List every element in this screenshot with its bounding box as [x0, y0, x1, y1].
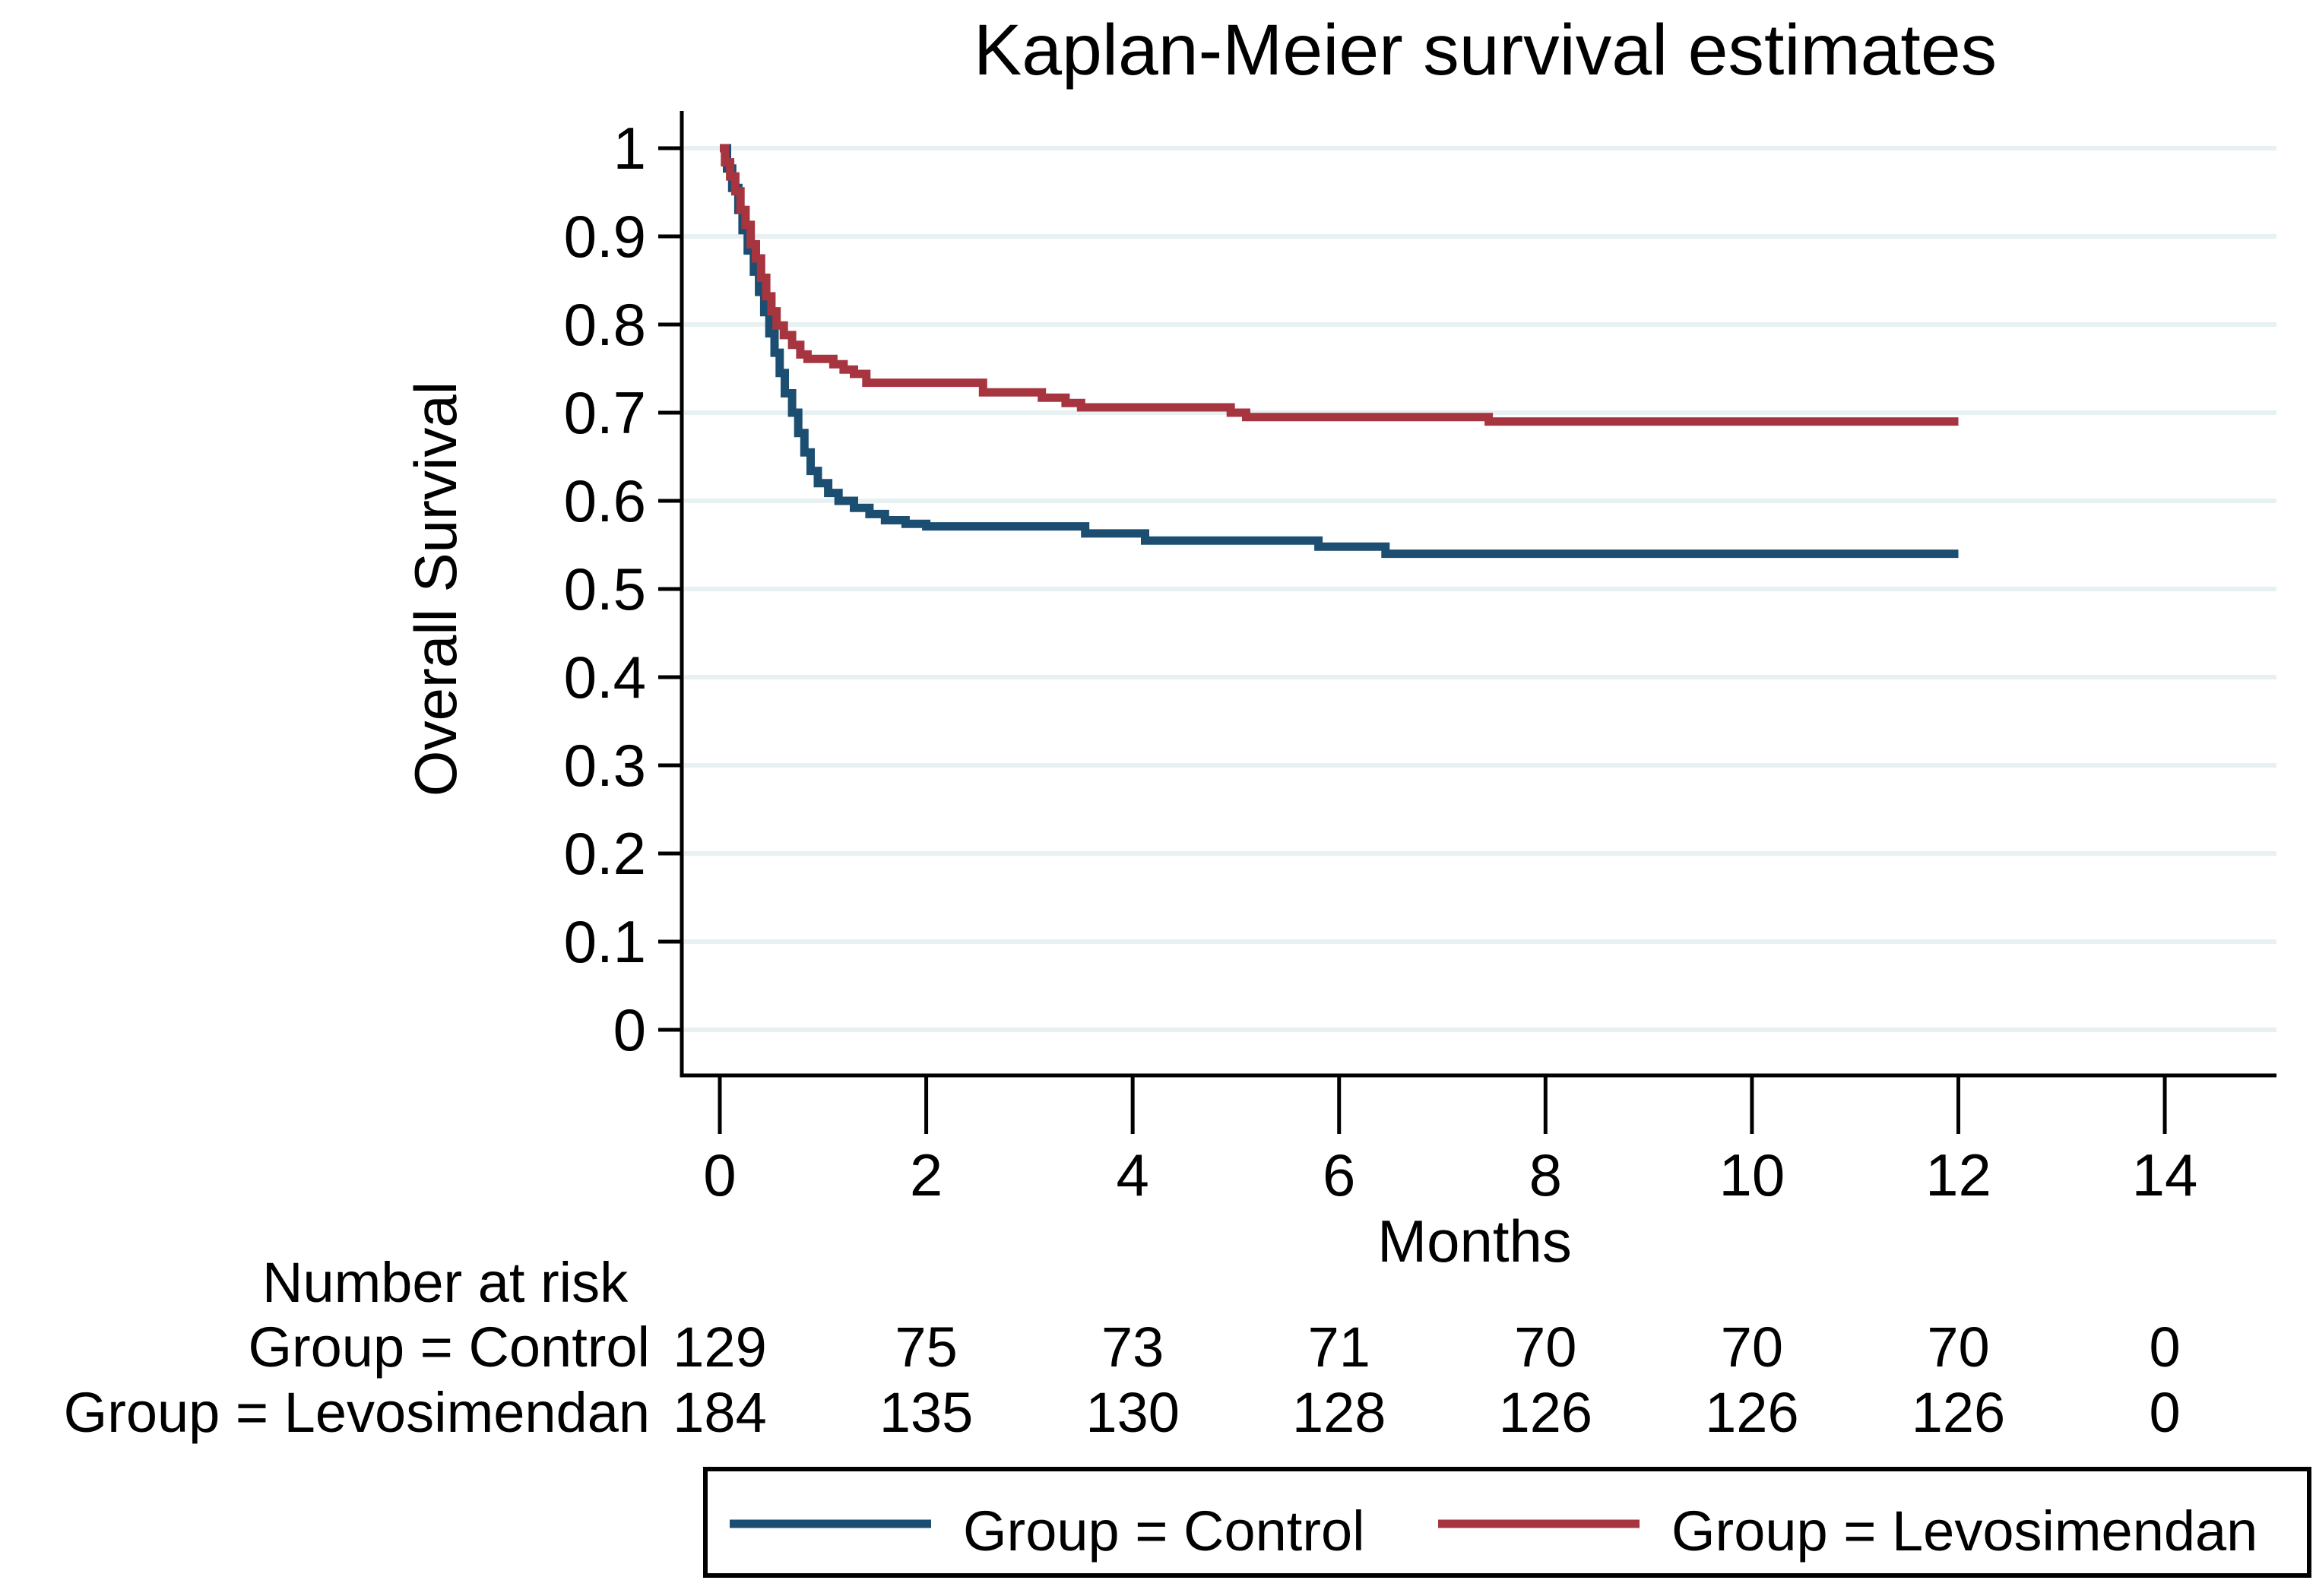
y-tick-label: 0.9 — [564, 203, 646, 270]
risk-count: 126 — [1499, 1381, 1592, 1444]
risk-count: 129 — [673, 1316, 766, 1379]
y-axis-ticks: 0 0.1 0.2 0.3 0.4 0.5 0.6 0.7 0.8 0.9 1 — [564, 115, 682, 1063]
risk-count: 75 — [895, 1316, 957, 1379]
number-at-risk-table: Number at risk Group = Control 129 75 73 71 7… — [64, 1251, 2181, 1444]
risk-count: 70 — [1927, 1316, 1989, 1379]
x-tick-label: 4 — [1116, 1142, 1148, 1208]
legend-label: Group = Control — [963, 1499, 1365, 1563]
y-tick-label: 0.5 — [564, 556, 646, 622]
risk-count: 126 — [1912, 1381, 2005, 1444]
risk-table-title: Number at risk — [262, 1251, 629, 1314]
risk-row-label: Group = Control — [248, 1316, 650, 1379]
risk-count: 126 — [1705, 1381, 1798, 1444]
gridlines — [684, 146, 2276, 1032]
survival-curve-control — [720, 144, 1959, 559]
y-tick-label: 0.6 — [564, 467, 646, 534]
x-tick-label: 6 — [1323, 1142, 1355, 1208]
risk-count: 0 — [2149, 1381, 2180, 1444]
risk-count: 135 — [879, 1381, 973, 1444]
risk-row-label: Group = Levosimendan — [64, 1381, 650, 1444]
x-tick-label: 10 — [1719, 1142, 1785, 1208]
x-axis-ticks: 0 2 4 6 8 10 12 14 — [703, 1075, 2197, 1208]
risk-count: 70 — [1721, 1316, 1783, 1379]
risk-count: 128 — [1292, 1381, 1386, 1444]
risk-table-rows: Group = Control 129 75 73 71 70 70 70 0 Group = L… — [64, 1316, 2181, 1444]
survival-curves — [720, 144, 1959, 559]
y-tick-label: 0.4 — [564, 644, 646, 711]
x-tick-label: 8 — [1529, 1142, 1562, 1208]
risk-count: 71 — [1308, 1316, 1370, 1379]
x-tick-label: 0 — [703, 1142, 736, 1208]
x-tick-label: 2 — [910, 1142, 943, 1208]
y-tick-label: 0.1 — [564, 908, 646, 975]
y-axis-title: Overall Survival — [402, 382, 469, 796]
x-tick-label: 14 — [2132, 1142, 2198, 1208]
risk-count: 0 — [2149, 1316, 2180, 1379]
risk-count: 130 — [1085, 1381, 1179, 1444]
chart-title: Kaplan-Meier survival estimates — [974, 10, 1997, 90]
y-tick-label: 0.3 — [564, 732, 646, 799]
risk-count: 184 — [673, 1381, 766, 1444]
y-tick-label: 0.8 — [564, 291, 646, 358]
x-axis-title: Months — [1377, 1208, 1572, 1275]
risk-count: 70 — [1514, 1316, 1576, 1379]
risk-count: 73 — [1101, 1316, 1164, 1379]
legend-label: Group = Levosimendan — [1671, 1499, 2257, 1563]
y-tick-label: 1 — [613, 115, 646, 182]
survival-curve-levosimendan — [720, 144, 1959, 426]
y-tick-label: 0 — [613, 996, 646, 1063]
x-tick-label: 12 — [1925, 1142, 1991, 1208]
legend: Group = Control Group = Levosimendan — [703, 1467, 2311, 1578]
y-tick-label: 0.7 — [564, 379, 646, 446]
legend-entries: Group = Control Group = Levosimendan — [730, 1499, 2257, 1563]
y-tick-label: 0.2 — [564, 820, 646, 887]
